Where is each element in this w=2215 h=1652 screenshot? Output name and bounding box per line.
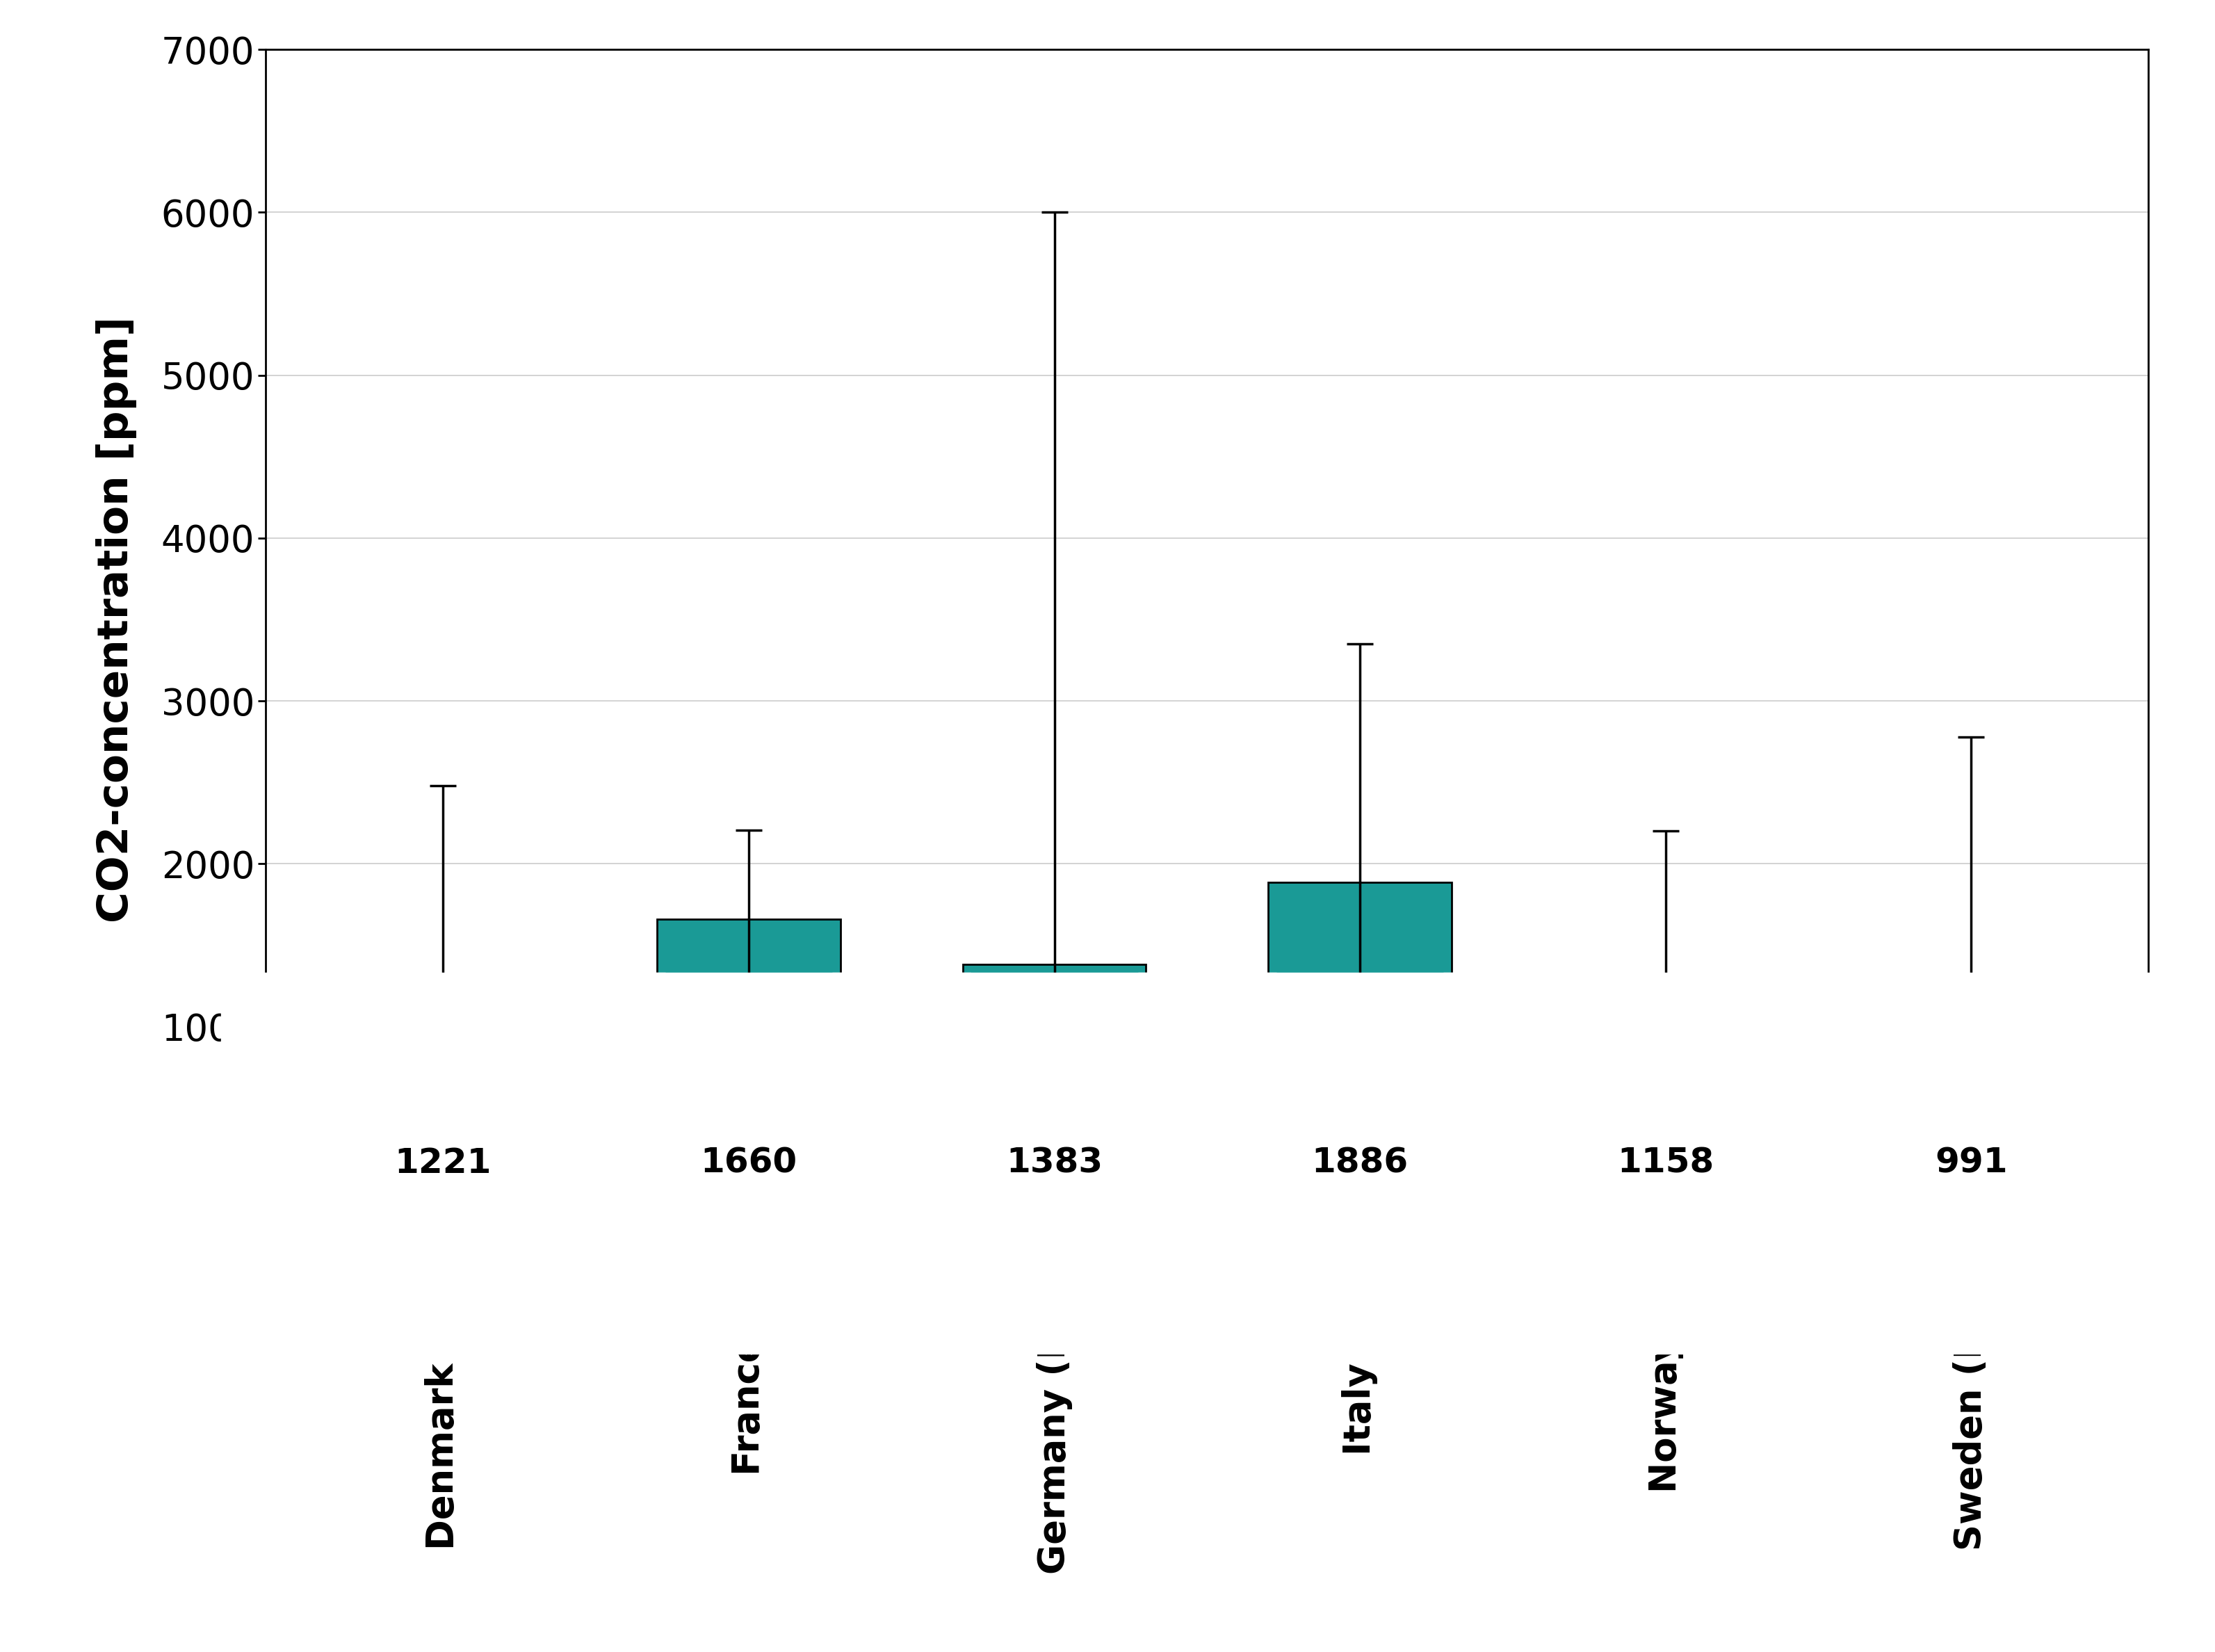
- Bar: [658, 919, 839, 1189]
- Bar: [1575, 1001, 1756, 1189]
- Y-axis label: CO2-concentration [ppm]: CO2-concentration [ppm]: [95, 316, 137, 923]
- Text: 1158: 1158: [1617, 1146, 1714, 1180]
- Text: 1383: 1383: [1006, 1146, 1103, 1180]
- Text: 1660: 1660: [700, 1146, 797, 1180]
- Text: 1886: 1886: [1311, 1146, 1409, 1180]
- Bar: [964, 965, 1145, 1189]
- Bar: [1881, 1028, 2062, 1189]
- Bar: [352, 991, 534, 1189]
- Text: 1221: 1221: [394, 1146, 492, 1180]
- Text: 991: 991: [1936, 1146, 2007, 1180]
- Bar: [1269, 882, 1451, 1189]
